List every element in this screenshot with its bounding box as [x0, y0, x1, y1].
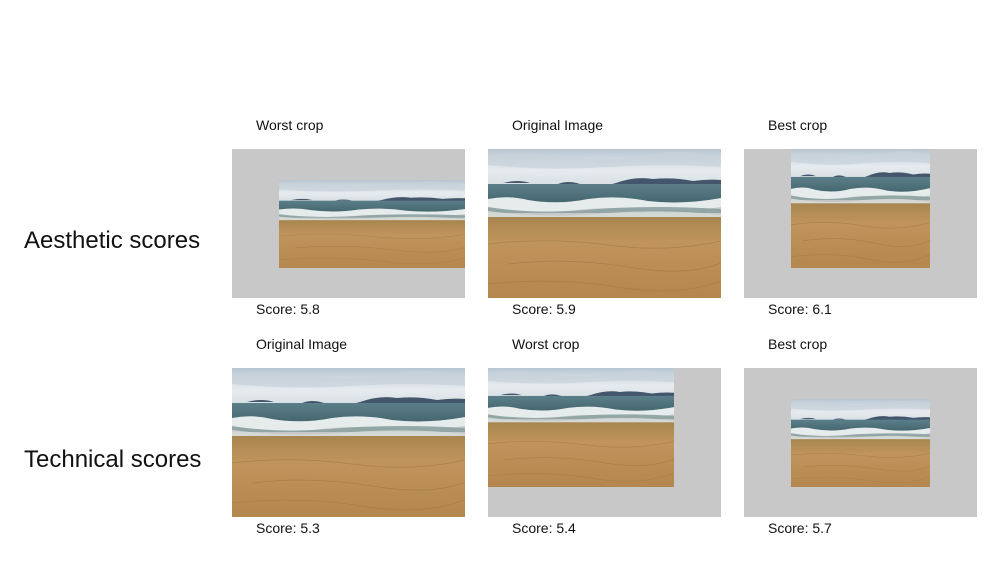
- score-text: Score: 6.1: [768, 301, 832, 317]
- score-text: Score: 5.3: [256, 520, 320, 536]
- best-crop-image: [744, 149, 977, 298]
- row-title-aesthetic: Aesthetic scores: [24, 227, 201, 254]
- panel-label: Best crop: [768, 336, 828, 352]
- beach-photo: [232, 368, 465, 517]
- panel-label: Original Image: [256, 336, 348, 352]
- panel-label: Original Image: [512, 117, 604, 133]
- beach-photo: [488, 368, 674, 487]
- best-crop-image: [744, 368, 977, 517]
- beach-photo: [488, 149, 721, 298]
- beach-photo: [279, 180, 465, 268]
- panel-label: Worst crop: [256, 117, 324, 133]
- panel-label: Worst crop: [512, 336, 580, 352]
- panel-label: Best crop: [768, 117, 828, 133]
- score-text: Score: 5.7: [768, 520, 832, 536]
- score-text: Score: 5.4: [512, 520, 576, 536]
- beach-photo: [791, 399, 930, 487]
- worst-crop-image: [488, 368, 721, 517]
- score-text: Score: 5.9: [512, 301, 576, 317]
- original-image: [488, 149, 721, 298]
- worst-crop-image: [232, 149, 465, 298]
- row-title-technical: Technical scores: [24, 446, 202, 473]
- original-image: [232, 368, 465, 517]
- beach-photo: [791, 149, 930, 268]
- score-text: Score: 5.8: [256, 301, 320, 317]
